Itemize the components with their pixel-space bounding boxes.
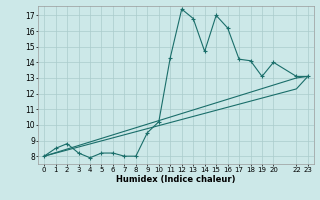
X-axis label: Humidex (Indice chaleur): Humidex (Indice chaleur) xyxy=(116,175,236,184)
